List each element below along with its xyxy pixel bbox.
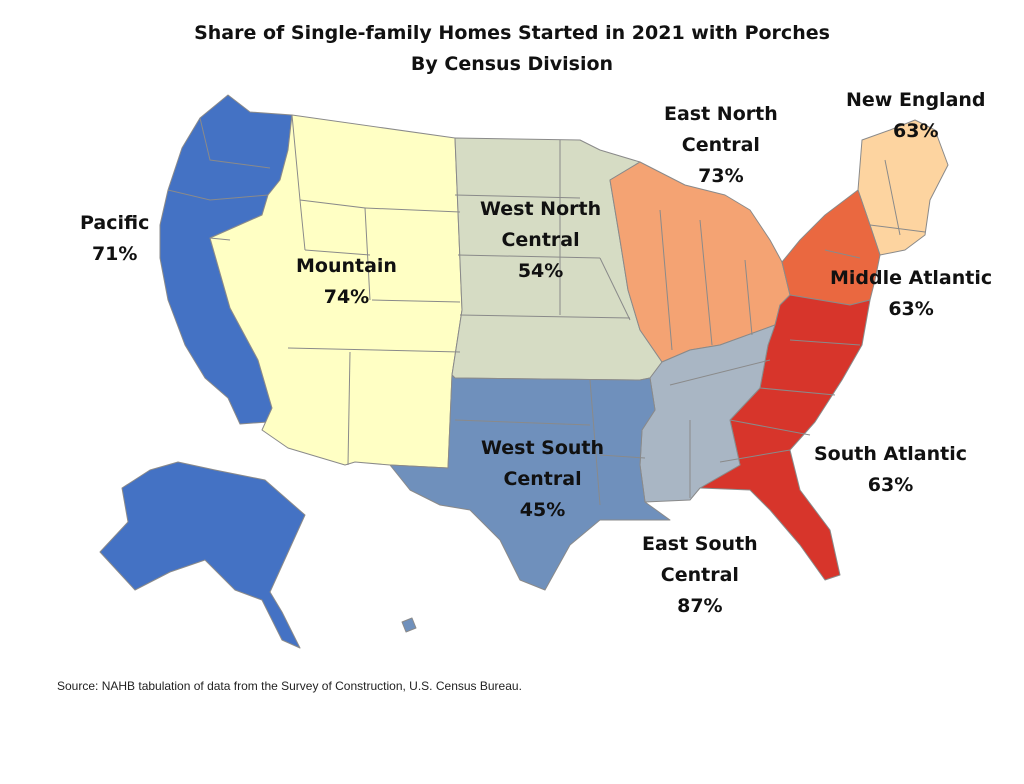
label-new-england-value: 63% [893,120,939,142]
region-alaska [99,461,306,649]
label-south-atlantic-value: 63% [867,474,914,496]
map-title: Share of Single-family Homes Started in … [194,22,830,44]
map-title-block: Share of Single-family Homes Started in … [0,18,1024,80]
region-west-south-central [389,374,671,591]
label-west-south-central-line2: Central [503,468,582,490]
label-east-north-central: East North Central 73% [664,99,778,192]
label-west-north-central-line2: Central [501,229,580,251]
label-west-north-central-line1: West North [480,198,602,220]
label-new-england-name: New England [846,89,986,111]
label-middle-atlantic: Middle Atlantic 63% [830,263,992,325]
label-west-north-central-value: 54% [517,260,564,282]
source-note: Source: NAHB tabulation of data from the… [57,679,522,693]
label-middle-atlantic-value: 63% [888,298,934,320]
label-east-south-central: East South Central 87% [642,529,758,622]
label-pacific-value: 71% [91,243,138,265]
label-south-atlantic-name: South Atlantic [814,443,967,465]
label-south-atlantic: South Atlantic 63% [814,439,967,501]
map-subtitle: By Census Division [410,53,614,75]
label-east-north-central-value: 73% [698,165,744,187]
label-middle-atlantic-name: Middle Atlantic [830,267,993,289]
label-mountain-value: 74% [323,286,370,308]
label-pacific: Pacific 71% [80,208,149,270]
label-west-south-central: West South Central 45% [481,433,604,526]
label-east-south-central-line1: East South [642,533,758,555]
label-east-south-central-line2: Central [660,564,739,586]
region-hawaii [401,617,417,633]
label-west-south-central-line1: West South [481,437,605,459]
label-new-england: New England 63% [846,85,986,147]
label-east-north-central-line2: Central [681,134,760,156]
label-west-north-central: West North Central 54% [480,194,601,287]
label-pacific-name: Pacific [80,212,150,234]
label-mountain-name: Mountain [296,255,397,277]
label-east-north-central-line1: East North [664,103,778,125]
state-borders [167,114,926,506]
label-mountain: Mountain 74% [296,251,397,313]
label-west-south-central-value: 45% [519,499,566,521]
label-east-south-central-value: 87% [677,595,723,617]
